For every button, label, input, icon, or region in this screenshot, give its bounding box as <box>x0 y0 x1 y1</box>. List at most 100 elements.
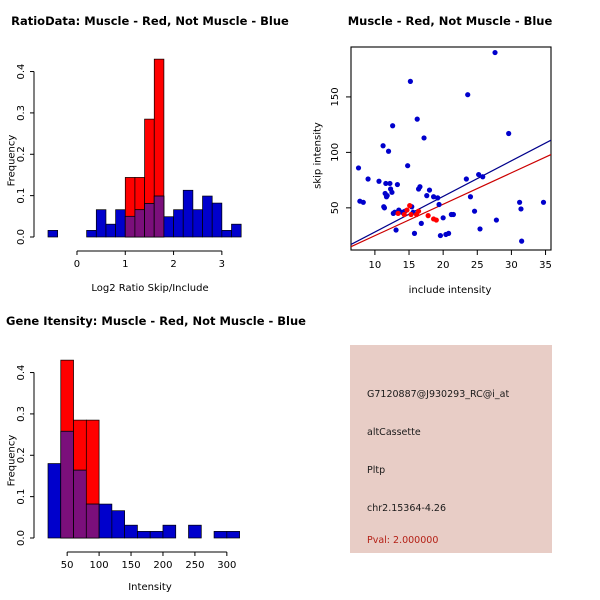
x-tick-label: 25 <box>471 260 484 271</box>
scatter-point-not-muscle <box>517 199 523 205</box>
x-tick-label: 50 <box>61 560 74 571</box>
y-tick-label: 0.4 <box>16 365 27 381</box>
gene-histogram-xlabel: Intensity <box>128 582 172 593</box>
histogram-bar-not-muscle <box>111 510 125 539</box>
scatter-point-not-muscle <box>506 130 512 137</box>
x-tick-label: 250 <box>185 560 204 571</box>
scatter-point-not-muscle <box>383 180 389 187</box>
scatter-xlabel: include intensity <box>408 285 492 296</box>
histogram-bar-not-muscle <box>231 223 242 238</box>
scatter-plot: 50 100 150 10 15 20 25 30 35 <box>330 46 552 271</box>
histogram-bar-not-muscle <box>221 230 232 238</box>
y-tick-label: 0.1 <box>16 188 27 204</box>
gene-info-panel: G7120887@J930293_RC@i_at altCassette Plt… <box>350 345 552 553</box>
y-tick-label: 0.2 <box>16 146 27 162</box>
panel-scatter: Muscle - Red, Not Muscle - Blue 50 100 150… <box>300 0 600 300</box>
y-tick-label: 150 <box>330 87 341 106</box>
histogram-bar-not-muscle <box>98 503 113 539</box>
scatter-point-not-muscle <box>480 174 486 180</box>
histogram-bar-not-muscle <box>95 209 107 238</box>
histogram-bar-not-muscle <box>124 524 138 539</box>
regression-line <box>351 139 551 245</box>
histogram-bar-overlap <box>144 203 155 238</box>
scatter-point-not-muscle <box>440 215 446 221</box>
scatter-point-not-muscle <box>424 193 430 199</box>
scatter-point-not-muscle <box>389 189 395 195</box>
scatter-point-muscle <box>408 211 414 218</box>
y-tick-label: 50 <box>330 201 341 214</box>
scatter-point-not-muscle <box>493 217 499 223</box>
y-tick-label: 0.0 <box>16 229 27 245</box>
scatter-point-not-muscle <box>414 116 420 122</box>
gene-histogram-ylabel: Frequency <box>6 434 18 487</box>
histogram-bar-not-muscle <box>213 531 228 539</box>
scatter-point-muscle <box>407 203 413 209</box>
scatter-point-muscle <box>415 208 422 214</box>
scatter-point-not-muscle <box>418 220 424 226</box>
ratio-histogram-xlabel: Log2 Ratio Skip/Include <box>91 283 209 294</box>
event-type-text: altCassette <box>367 427 421 438</box>
y-tick-label: 0.1 <box>16 489 27 505</box>
x-tick-label: 100 <box>90 560 109 571</box>
x-tick-label: 3 <box>219 259 225 270</box>
histogram-bar-not-muscle <box>226 531 240 539</box>
scatter-point-not-muscle <box>417 184 423 190</box>
scatter-point-not-muscle <box>421 135 427 141</box>
scatter-title: Muscle - Red, Not Muscle - Blue <box>347 14 553 28</box>
scatter-point-not-muscle <box>365 176 371 182</box>
histogram-bar-overlap <box>85 503 100 539</box>
regression-line <box>351 154 551 248</box>
scatter-point-not-muscle <box>394 181 401 188</box>
scatter-point-not-muscle <box>384 193 390 199</box>
y-tick-label: 0.3 <box>16 406 27 422</box>
y-tick-label: 100 <box>330 143 341 162</box>
scatter-point-not-muscle <box>405 163 411 169</box>
x-tick-label: 20 <box>437 260 450 271</box>
scatter-point-not-muscle <box>376 178 382 184</box>
scatter-point-muscle <box>401 211 407 218</box>
scatter-point-not-muscle <box>446 230 452 236</box>
scatter-point-not-muscle <box>355 165 362 171</box>
histogram-bar-not-muscle <box>115 209 126 238</box>
histogram-bar-not-muscle <box>211 202 223 238</box>
x-tick-label: 30 <box>505 260 518 271</box>
x-tick-label: 0 <box>74 259 80 270</box>
y-tick-label: 0.0 <box>16 530 27 546</box>
scatter-point-not-muscle <box>518 206 524 212</box>
scatter-point-muscle <box>395 210 401 216</box>
scatter-point-not-muscle <box>381 205 388 211</box>
gene-symbol-text: Pltp <box>367 465 386 476</box>
scatter-point-not-muscle <box>519 238 525 244</box>
scatter-point-muscle <box>404 207 410 213</box>
histogram-bar-not-muscle <box>137 531 151 539</box>
scatter-point-not-muscle <box>436 201 442 208</box>
scatter-point-not-muscle <box>360 199 366 205</box>
scatter-point-not-muscle <box>430 194 437 200</box>
histogram-bar-overlap <box>60 430 74 539</box>
x-tick-label: 10 <box>369 260 382 271</box>
scatter-point-not-muscle <box>390 123 396 129</box>
scatter-point-not-muscle <box>426 187 433 193</box>
y-tick-label: 0.3 <box>16 105 27 121</box>
scatter-ylabel: skip intensity <box>312 122 324 189</box>
histogram-bar-not-muscle <box>192 209 203 238</box>
scatter-point-not-muscle <box>435 195 441 201</box>
x-tick-label: 200 <box>153 560 172 571</box>
scatter-point-not-muscle <box>437 232 444 239</box>
scatter-point-not-muscle <box>476 171 482 178</box>
scatter-point-not-muscle <box>463 176 469 182</box>
scatter-point-not-muscle <box>380 143 386 149</box>
scatter-point-muscle <box>433 217 439 223</box>
ratio-histogram-title: RatioData: Muscle - Red, Not Muscle - Bl… <box>11 14 289 28</box>
scatter-point-not-muscle <box>385 148 392 154</box>
scatter-point-not-muscle <box>411 230 418 236</box>
gene-histogram-title: Gene Itensity: Muscle - Red, Not Muscle … <box>6 314 306 328</box>
plot-frame <box>350 46 552 251</box>
x-tick-label: 15 <box>403 260 416 271</box>
scatter-point-not-muscle <box>393 227 399 233</box>
y-tick-label: 0.2 <box>16 447 27 463</box>
x-tick-label: 2 <box>170 259 176 270</box>
scatter-point-not-muscle <box>407 78 413 84</box>
histogram-bar-overlap <box>124 215 136 238</box>
